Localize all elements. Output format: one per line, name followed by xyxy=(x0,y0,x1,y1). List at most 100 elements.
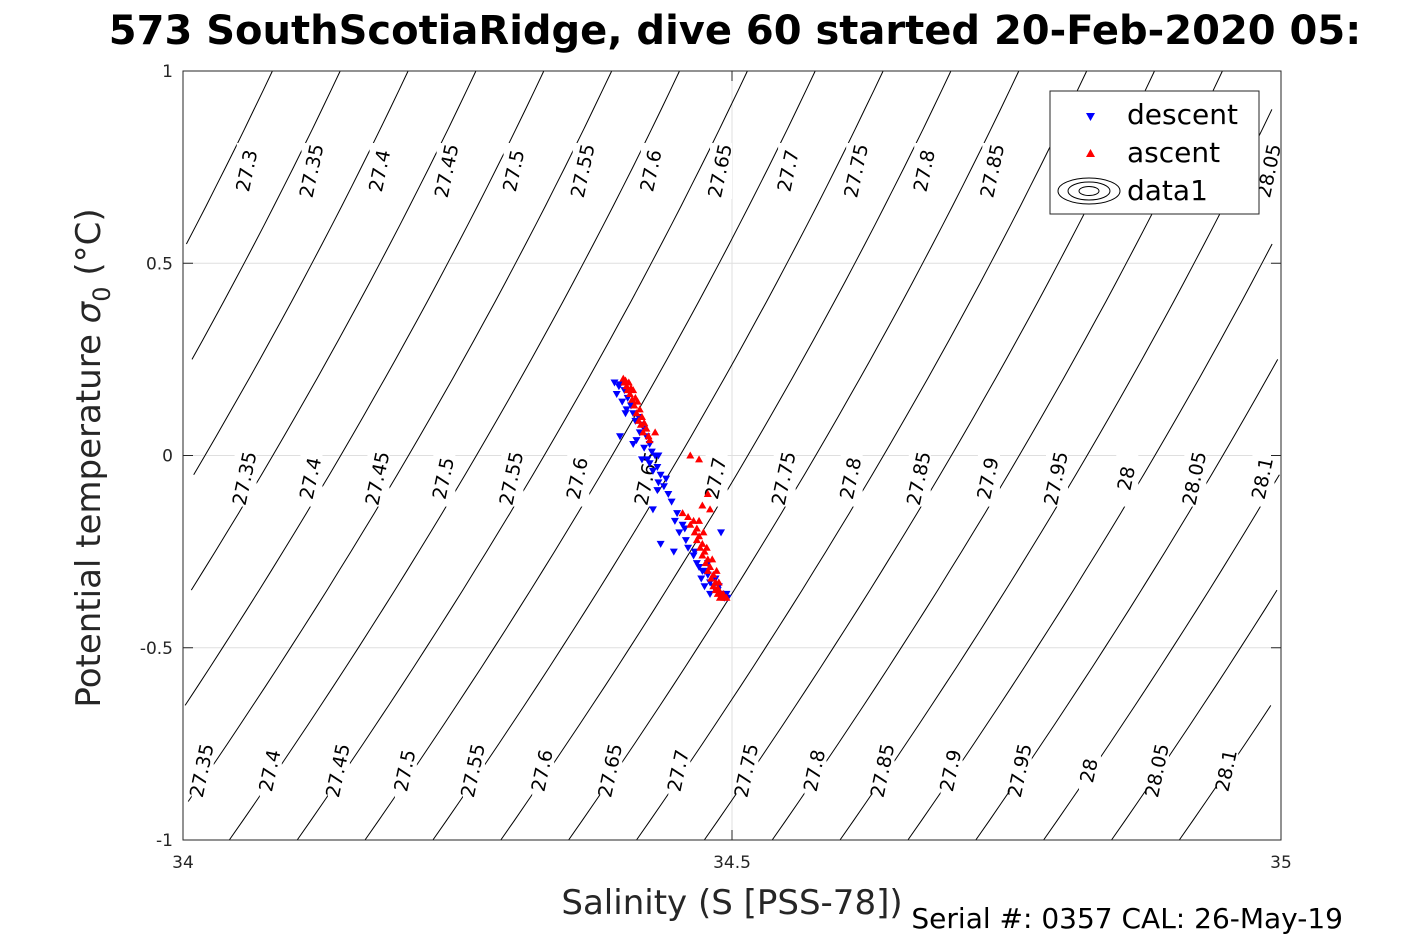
contour-label-bg xyxy=(736,742,759,799)
contour-label-bg xyxy=(301,142,324,199)
isopycnal-line xyxy=(193,70,409,475)
isopycnal-line xyxy=(636,70,1088,841)
ascent-point xyxy=(639,428,648,436)
descent-point xyxy=(689,552,698,560)
ascent-point xyxy=(708,555,717,563)
y-axis-label-main: Potential temperature xyxy=(69,323,109,707)
contour-label-bg xyxy=(600,742,623,799)
descent-point xyxy=(643,456,652,464)
legend-ascent-marker xyxy=(1086,149,1095,157)
contour-label-bg xyxy=(940,742,963,799)
ascent-point xyxy=(695,516,704,524)
ascent-point xyxy=(703,489,712,497)
ascent-point xyxy=(651,428,660,436)
contour-label-bg xyxy=(982,142,1005,199)
contour-label: 27.45 xyxy=(431,142,464,200)
contour-label-bg xyxy=(501,450,524,507)
isopycnal-line xyxy=(839,109,1273,841)
descent-point xyxy=(621,410,630,418)
contour-label-bg xyxy=(840,450,863,507)
contour-label-bg xyxy=(636,450,659,507)
ascent-point xyxy=(645,436,654,444)
ascent-point xyxy=(722,593,731,601)
descent-point xyxy=(698,567,707,575)
contour-label-bg xyxy=(234,450,257,507)
isopycnal-line xyxy=(184,70,545,706)
y-tick-label: 0.5 xyxy=(146,254,173,274)
descent-point xyxy=(653,464,662,472)
isopycnal-line xyxy=(907,243,1273,841)
descent-point xyxy=(695,564,704,572)
data-points xyxy=(610,374,732,602)
contour-label: 27.75 xyxy=(768,450,801,508)
contour-label-bg xyxy=(705,450,728,507)
descent-point xyxy=(616,433,625,441)
descent-point xyxy=(675,529,684,537)
contour-labels: 27.3 27.35 27.4 27.45 27.5 27.55 27.6 27.65 27.7… xyxy=(186,142,1286,800)
descent-point xyxy=(656,540,665,548)
contour-label: 28.05 xyxy=(1141,742,1174,800)
contour-label: 27.35 xyxy=(296,142,329,200)
legend-contour-icon xyxy=(1057,177,1121,205)
contour-label: 27.95 xyxy=(1040,450,1073,508)
isopycnal-line xyxy=(185,70,273,245)
isopycnal-line xyxy=(190,70,477,591)
contour-label: 27.45 xyxy=(322,742,355,800)
ascent-point xyxy=(714,578,723,586)
ascent-point xyxy=(701,559,710,567)
ascent-point xyxy=(620,378,629,386)
ascent-point xyxy=(686,520,695,528)
descent-point xyxy=(678,521,687,529)
contour-label-bg xyxy=(908,450,931,507)
isopycnal-line xyxy=(228,70,680,841)
ascent-point xyxy=(719,589,728,597)
descent-point xyxy=(717,529,726,537)
contour-label-bg xyxy=(191,742,214,799)
contour-label-bg xyxy=(369,142,392,199)
ascent-point xyxy=(684,513,693,521)
y-axis-label-unit: (°C) xyxy=(69,208,109,286)
descent-point xyxy=(654,479,663,487)
descent-point xyxy=(664,490,673,498)
isopycnal-line xyxy=(568,70,1020,841)
descent-point xyxy=(692,560,701,568)
ascent-point xyxy=(689,516,698,524)
y-axis-label-sigma: σ xyxy=(69,300,109,323)
descent-point xyxy=(653,487,662,495)
legend-descent-marker xyxy=(1086,113,1095,121)
descent-point xyxy=(618,398,627,406)
y-tick-label: -1 xyxy=(156,831,173,851)
serial-cal-footer: Serial #: 0357 CAL: 26-May-19 xyxy=(911,902,1343,935)
contour-label-bg xyxy=(640,142,663,199)
ascent-point xyxy=(686,451,695,459)
isopycnal-line xyxy=(500,70,952,841)
ascent-point xyxy=(690,528,699,536)
ascent-point xyxy=(628,395,637,403)
ascent-point xyxy=(630,401,639,409)
legend-ascent-label: ascent xyxy=(1127,136,1220,169)
ascent-point xyxy=(644,432,653,440)
descent-point xyxy=(647,448,656,456)
contour-label-bg xyxy=(1147,742,1170,799)
contour-label-bg xyxy=(846,142,869,199)
descent-point xyxy=(629,440,638,448)
descent-point xyxy=(622,406,631,414)
contour-label-bg xyxy=(236,142,259,199)
contour-label-bg xyxy=(1216,742,1239,799)
ascent-point xyxy=(703,566,712,574)
ascent-point xyxy=(625,389,634,397)
contour-label-bg xyxy=(872,742,895,799)
contour-label-bg xyxy=(567,450,590,507)
y-tick-label: 0 xyxy=(162,447,173,467)
legend-box xyxy=(1049,90,1260,215)
y-tick-label: 1 xyxy=(162,62,173,82)
ascent-point xyxy=(695,455,704,463)
contour-label: 27.75 xyxy=(730,742,763,800)
descent-point xyxy=(656,471,665,479)
chart-title: 573 SouthScotiaRidge, dive 60 started 20… xyxy=(109,8,1361,54)
isopycnal-line xyxy=(296,70,748,841)
x-tick-label: 34.5 xyxy=(713,853,751,873)
descent-point xyxy=(670,517,679,525)
legend-descent-label: descent xyxy=(1127,98,1238,131)
